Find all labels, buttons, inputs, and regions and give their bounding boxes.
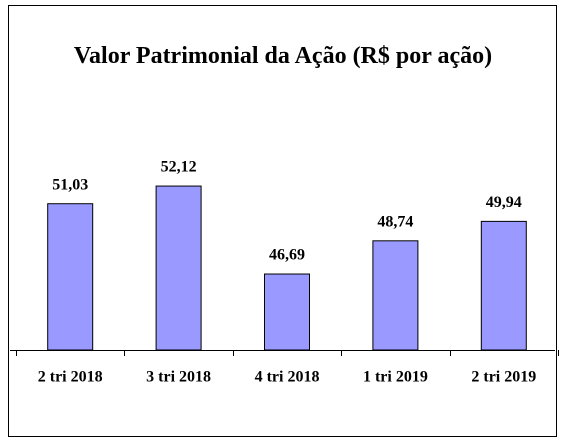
chart-title: Valor Patrimonial da Ação (R$ por ação) <box>73 43 493 69</box>
x-tick-label: 2 tri 2019 <box>471 369 536 386</box>
x-tick-label: 2 tri 2018 <box>38 369 103 386</box>
chart-border <box>8 5 557 437</box>
data-label: 48,74 <box>377 213 413 230</box>
bar <box>264 273 310 351</box>
data-label: 52,12 <box>161 159 197 176</box>
x-tick-label: 1 tri 2019 <box>363 369 428 386</box>
bar <box>480 220 527 351</box>
x-tick-label: 4 tri 2018 <box>255 369 320 386</box>
x-tick-label: 3 tri 2018 <box>146 369 211 386</box>
data-label: 51,03 <box>52 176 88 193</box>
bar <box>47 203 94 351</box>
data-label: 49,94 <box>486 194 522 211</box>
bar <box>155 185 202 351</box>
data-label: 46,69 <box>269 247 305 264</box>
bar <box>372 240 419 351</box>
